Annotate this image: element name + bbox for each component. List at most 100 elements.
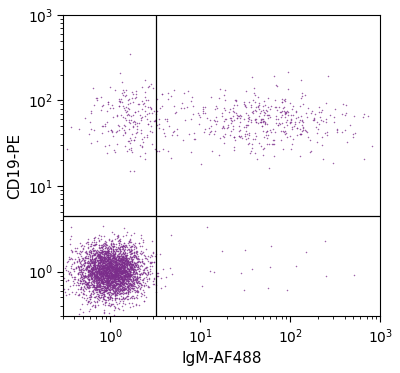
Point: [125, 271, 132, 277]
Point: [109, 272, 115, 278]
Point: [259, 119, 266, 125]
Point: [91, 259, 97, 265]
Point: [110, 254, 116, 260]
Point: [130, 250, 137, 256]
Point: [97, 271, 103, 277]
Point: [120, 89, 127, 95]
Point: [132, 276, 138, 282]
Point: [110, 276, 116, 282]
Point: [89, 246, 95, 252]
Point: [92, 294, 98, 300]
Point: [118, 264, 124, 270]
Point: [111, 236, 118, 242]
Point: [88, 257, 94, 263]
Point: [60, 271, 66, 277]
Point: [78, 262, 85, 268]
Point: [108, 269, 114, 275]
Point: [118, 264, 124, 270]
Point: [112, 276, 118, 282]
Point: [115, 271, 122, 277]
Point: [95, 282, 102, 288]
Point: [116, 239, 122, 245]
Point: [110, 259, 116, 265]
Point: [88, 260, 95, 266]
Point: [92, 284, 98, 290]
Point: [109, 268, 116, 274]
Point: [99, 242, 105, 248]
Point: [117, 250, 123, 256]
Point: [200, 106, 206, 112]
Point: [106, 250, 112, 256]
Point: [112, 292, 118, 298]
Point: [107, 266, 114, 272]
Point: [103, 268, 110, 274]
Point: [111, 266, 118, 272]
Point: [264, 112, 270, 118]
Point: [124, 269, 130, 275]
Point: [91, 260, 97, 266]
Point: [142, 264, 149, 270]
Point: [120, 259, 126, 265]
Point: [106, 261, 113, 267]
Point: [91, 259, 97, 265]
Point: [116, 238, 123, 244]
Point: [260, 118, 266, 124]
Point: [127, 276, 134, 282]
Point: [94, 283, 100, 289]
Point: [99, 265, 106, 271]
Point: [123, 282, 130, 288]
Point: [88, 107, 94, 113]
Point: [238, 135, 245, 141]
Point: [123, 262, 129, 268]
Point: [154, 108, 160, 114]
Point: [109, 301, 116, 307]
Point: [112, 270, 118, 276]
Point: [112, 260, 118, 266]
Point: [106, 248, 112, 254]
Point: [107, 254, 114, 260]
Point: [128, 250, 134, 256]
Point: [241, 287, 248, 293]
Point: [130, 295, 137, 301]
Point: [104, 266, 111, 272]
Point: [91, 282, 97, 288]
Point: [88, 266, 94, 272]
Point: [89, 269, 96, 275]
Point: [98, 273, 105, 279]
Point: [84, 282, 91, 288]
Point: [80, 291, 87, 297]
Point: [93, 278, 99, 283]
Point: [119, 279, 125, 285]
Point: [116, 275, 122, 281]
Point: [297, 131, 304, 137]
Point: [119, 257, 126, 263]
Point: [92, 268, 98, 274]
Point: [103, 270, 109, 276]
Point: [122, 267, 128, 273]
Point: [83, 249, 89, 255]
Point: [106, 256, 113, 262]
Point: [117, 273, 123, 279]
Point: [128, 294, 134, 300]
Point: [114, 261, 120, 267]
Point: [128, 285, 135, 291]
Point: [131, 244, 137, 250]
Point: [110, 278, 117, 284]
Point: [114, 280, 120, 286]
Point: [131, 242, 137, 248]
Point: [110, 246, 116, 252]
Point: [116, 246, 123, 252]
Point: [111, 262, 118, 268]
Point: [100, 247, 106, 253]
Point: [90, 260, 97, 266]
Point: [110, 281, 116, 287]
Point: [122, 264, 128, 270]
Point: [108, 257, 115, 263]
Point: [107, 296, 114, 302]
Point: [108, 258, 114, 264]
Point: [115, 251, 121, 257]
Point: [100, 288, 107, 294]
Point: [92, 262, 98, 268]
Point: [80, 309, 86, 315]
Point: [78, 274, 84, 280]
